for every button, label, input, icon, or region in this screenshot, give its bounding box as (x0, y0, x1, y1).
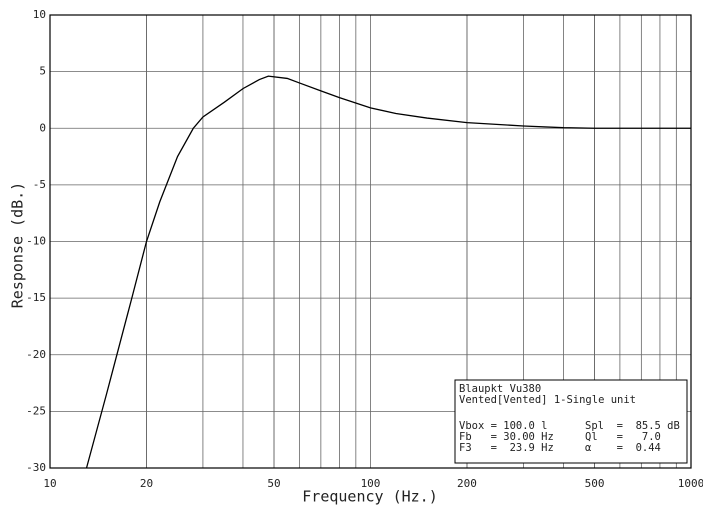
x-axis-label: Frequency (Hz.) (302, 488, 437, 506)
info-param: α = 0.44 (585, 442, 661, 454)
y-tick-label: -15 (26, 291, 46, 304)
x-tick-label: 20 (140, 477, 153, 490)
x-tick-label: 100 (361, 477, 381, 490)
x-tick-label: 50 (267, 477, 280, 490)
info-box (454, 379, 688, 464)
x-tick-label: 200 (457, 477, 477, 490)
info-param: Vbox = 100.0 l (459, 420, 548, 432)
y-tick-label: -5 (33, 178, 46, 191)
x-tick-label: 500 (585, 477, 605, 490)
y-tick-label: -30 (26, 461, 46, 474)
y-axis-label: Response (dB.) (9, 182, 27, 308)
info-param: Fb = 30.00 Hz (459, 431, 554, 443)
x-tick-label: 1000 (678, 477, 703, 490)
x-tick-label: 10 (43, 477, 56, 490)
info-param: F3 = 23.9 Hz (459, 442, 554, 454)
y-tick-label: 5 (39, 65, 46, 78)
y-tick-label: 10 (33, 8, 46, 21)
y-tick-label: 0 (39, 121, 46, 134)
y-tick-label: -25 (26, 404, 46, 417)
info-param: Spl = 85.5 dB (585, 420, 680, 432)
info-param: Ql = 7.0 (585, 431, 661, 443)
y-tick-label: -20 (26, 348, 46, 361)
info-line: Vented[Vented] 1-Single unit (459, 394, 636, 406)
info-line: Blaupkt Vu380 (459, 383, 541, 395)
y-tick-label: -10 (26, 235, 46, 248)
line-series (85, 75, 691, 469)
plot-frame (49, 14, 692, 469)
